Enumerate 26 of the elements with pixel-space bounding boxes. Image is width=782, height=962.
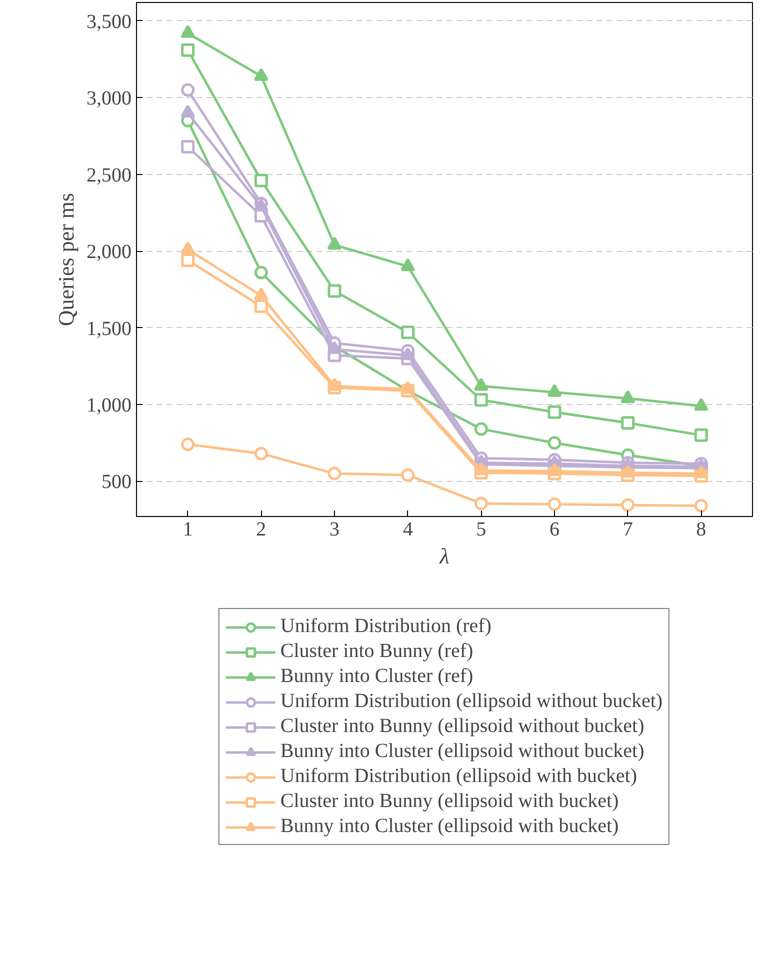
y-tick-label: 1,500 [86,318,132,340]
x-tick-label: 7 [622,518,633,540]
x-tick-label: 1 [182,518,193,540]
legend-label: Cluster into Bunny (ellipsoid without bucket) [280,715,644,738]
legend-label: Bunny into Cluster (ellipsoid without bucket) [280,740,644,763]
legend-label: Uniform Distribution (ellipsoid with bucket) [280,765,638,788]
y-tick-label: 1,000 [86,394,132,416]
x-tick-label: 6 [550,518,560,540]
x-tick-label: 5 [476,518,486,540]
legend-label: Bunny into Cluster (ref) [280,665,474,688]
y-tick-label: 3,000 [86,88,132,110]
legend-label: Uniform Distribution (ellipsoid without bucket) [280,690,663,713]
legend-label: Cluster into Bunny (ref) [280,640,474,663]
x-tick-label: 3 [330,518,340,540]
x-axis-title: λ [438,544,450,568]
y-tick-label: 2,000 [86,241,132,264]
legend-label: Cluster into Bunny (ellipsoid with bucket) [280,790,619,813]
x-tick-label: 8 [696,518,706,540]
y-tick-label: 3,500 [86,10,132,33]
legend-label: Uniform Distribution (ref) [280,615,492,638]
y-tick-label: 500 [102,471,132,494]
x-tick-label: 4 [402,518,413,540]
y-axis-title: Queries per ms [54,192,78,326]
x-tick-label: 2 [256,518,266,540]
legend-label: Bunny into Cluster (ellipsoid with bucket) [280,815,619,838]
y-tick-label: 2,500 [86,164,132,186]
